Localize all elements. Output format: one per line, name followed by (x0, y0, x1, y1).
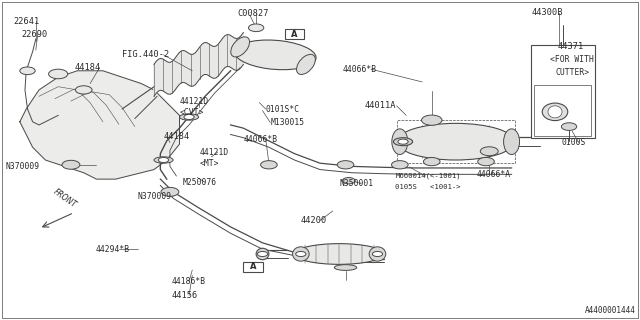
Text: FRONT: FRONT (51, 188, 78, 210)
Circle shape (392, 161, 408, 169)
Circle shape (424, 157, 440, 166)
Text: 44184: 44184 (74, 63, 100, 72)
Ellipse shape (292, 247, 309, 261)
Ellipse shape (504, 129, 520, 155)
Circle shape (260, 161, 277, 169)
Ellipse shape (234, 40, 316, 70)
Text: 44200: 44200 (301, 216, 327, 225)
Ellipse shape (397, 123, 515, 160)
Text: <CVT>: <CVT> (179, 108, 204, 117)
Text: CUTTER>: CUTTER> (555, 68, 589, 77)
Circle shape (477, 157, 494, 166)
Text: 22641: 22641 (13, 17, 40, 26)
Text: FIG.440-2: FIG.440-2 (122, 50, 170, 59)
Circle shape (422, 115, 442, 125)
Text: 44066*A: 44066*A (476, 170, 511, 179)
Text: 44011A: 44011A (365, 101, 396, 110)
Text: 44121D: 44121D (179, 97, 209, 106)
Text: 44300B: 44300B (532, 8, 563, 17)
Bar (534, 85, 591, 136)
Circle shape (161, 188, 179, 196)
Circle shape (337, 161, 354, 169)
Ellipse shape (542, 103, 568, 121)
Bar (531, 45, 595, 138)
Text: 44184: 44184 (164, 132, 190, 140)
Text: N350001: N350001 (339, 180, 373, 188)
Polygon shape (154, 33, 243, 96)
Text: 44186*B: 44186*B (172, 277, 206, 286)
Ellipse shape (548, 106, 562, 118)
Text: C00827: C00827 (237, 9, 269, 18)
Bar (397, 120, 515, 163)
Text: M250076: M250076 (182, 178, 217, 187)
Text: 44121D: 44121D (200, 148, 229, 156)
Circle shape (159, 157, 169, 163)
Circle shape (49, 69, 68, 79)
Circle shape (248, 24, 264, 32)
Text: A4400001444: A4400001444 (585, 307, 636, 316)
Ellipse shape (369, 247, 386, 261)
Ellipse shape (296, 54, 316, 75)
Ellipse shape (256, 248, 269, 260)
Text: 44066*B: 44066*B (243, 135, 278, 144)
Circle shape (561, 123, 577, 131)
Ellipse shape (392, 129, 408, 155)
Text: 44156: 44156 (172, 291, 198, 300)
Ellipse shape (154, 157, 173, 163)
Bar (243, 262, 262, 271)
Circle shape (342, 178, 355, 184)
Text: N370009: N370009 (6, 162, 40, 171)
Circle shape (480, 147, 498, 156)
Text: 44066*B: 44066*B (342, 65, 376, 74)
Text: A: A (291, 30, 298, 39)
Text: 0101S*C: 0101S*C (266, 105, 300, 114)
Ellipse shape (394, 138, 413, 146)
Polygon shape (20, 71, 179, 179)
Circle shape (184, 115, 194, 120)
Text: A: A (250, 262, 256, 271)
Text: M660014(<-1001): M660014(<-1001) (396, 173, 461, 179)
Text: <FOR WITH: <FOR WITH (550, 55, 594, 64)
Text: 44294*B: 44294*B (95, 245, 129, 254)
Ellipse shape (231, 37, 250, 57)
Text: 0105S   <1001->: 0105S <1001-> (396, 184, 461, 190)
Text: 22690: 22690 (21, 30, 47, 39)
Text: N370009: N370009 (138, 192, 172, 201)
Circle shape (372, 252, 383, 257)
Text: <MT>: <MT> (200, 159, 220, 168)
Ellipse shape (334, 265, 356, 270)
Circle shape (296, 252, 306, 257)
Text: 44371: 44371 (557, 42, 584, 52)
Ellipse shape (179, 114, 198, 120)
Circle shape (20, 67, 35, 75)
Circle shape (62, 160, 80, 169)
Text: 0100S: 0100S (561, 138, 586, 147)
Circle shape (76, 86, 92, 94)
Circle shape (398, 139, 408, 144)
Ellipse shape (294, 244, 384, 264)
Text: M130015: M130015 (270, 118, 304, 127)
Bar (285, 29, 304, 39)
Circle shape (257, 252, 268, 257)
